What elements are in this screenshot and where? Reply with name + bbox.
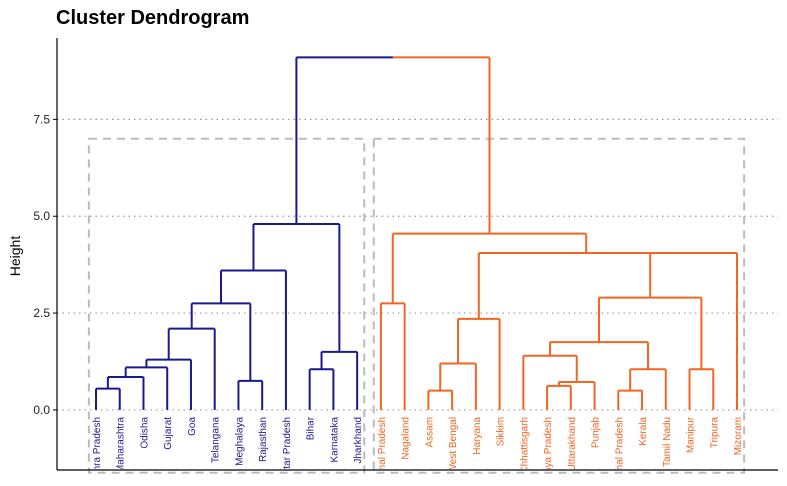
leaf-label-27: Mizoram bbox=[733, 417, 744, 455]
cluster-box-2 bbox=[372, 137, 746, 474]
leaf-label-11: Jharkhand bbox=[353, 417, 364, 464]
leaf-label-6: Meghalaya bbox=[234, 417, 245, 466]
leaf-label-16: Haryana bbox=[472, 417, 483, 455]
leaf-label-25: Manipur bbox=[686, 416, 697, 453]
leaf-label-7: Rajasthan bbox=[258, 417, 269, 462]
gridlines bbox=[57, 118, 778, 411]
leaf-label-19: Madhya Pradesh bbox=[543, 417, 554, 486]
leaf-label-22: Arunachal Pradesh bbox=[614, 417, 625, 486]
leaf-label-14: Assam bbox=[424, 417, 435, 448]
leaf-label-9: Bihar bbox=[306, 416, 317, 440]
leaf-label-26: Tripura bbox=[709, 417, 720, 449]
leaf-label-3: Gujarat bbox=[163, 417, 174, 450]
y-tick-label-0: 0.0 bbox=[33, 403, 50, 417]
cluster-boxes bbox=[87, 137, 746, 474]
leaf-label-20: Uttarakhand bbox=[567, 417, 578, 471]
branches bbox=[95, 56, 738, 410]
leaf-label-0: Andhra Pradesh bbox=[92, 417, 103, 486]
leaf-label-15: West Bengal bbox=[448, 417, 459, 474]
leaf-label-1: Maharashtra bbox=[116, 417, 127, 474]
leaf-label-18: Chhattisgarh bbox=[519, 417, 530, 474]
y-axis-title: Height bbox=[7, 236, 23, 277]
leaf-label-17: Sikkim bbox=[496, 417, 507, 446]
leaf-label-4: Goa bbox=[187, 417, 198, 436]
y-tick-label-2: 5.0 bbox=[33, 209, 50, 223]
y-tick-label-3: 7.5 bbox=[33, 112, 50, 126]
leaf-label-12: Himachal Pradesh bbox=[377, 417, 388, 486]
chart-title: Cluster Dendrogram bbox=[56, 7, 249, 29]
leaf-label-24: Tamil Nadu bbox=[662, 417, 673, 467]
leaf-labels: Andhra Pradesh Maharashtra Odisha Gujarat Go… bbox=[92, 416, 744, 486]
axes: 0.0 2.5 5.0 7.5 bbox=[33, 38, 778, 471]
leaf-label-2: Odisha bbox=[139, 417, 150, 449]
leaf-label-5: Telangana bbox=[211, 417, 222, 464]
leaf-label-21: Punjab bbox=[591, 417, 602, 449]
leaf-label-23: Kerala bbox=[638, 417, 649, 446]
cluster-box-1 bbox=[87, 137, 366, 474]
leaf-label-10: Karnataka bbox=[329, 417, 340, 463]
leaf-label-8: Uttar Pradesh bbox=[282, 417, 293, 479]
y-tick-label-1: 2.5 bbox=[33, 306, 50, 320]
leaf-label-13: Nagaland bbox=[401, 417, 412, 460]
